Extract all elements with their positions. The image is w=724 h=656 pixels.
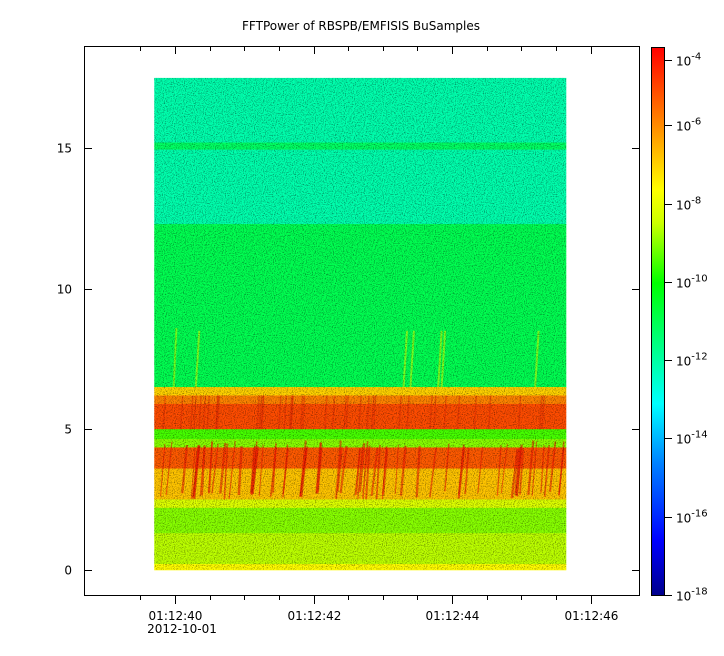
colorbar-tick-label: 10-12 [676, 352, 708, 369]
y-axis: 0 5 10 15 [57, 142, 639, 578]
colorbar-tick-base: 10 [676, 590, 691, 604]
colorbar-tick-base: 10 [676, 120, 691, 134]
colorbar-tick-exponent: -10 [691, 274, 707, 285]
x-tick-label: 01:12:44 [426, 609, 480, 623]
y-tick-label: 10 [57, 283, 72, 297]
colorbar-tick-base: 10 [676, 433, 691, 447]
colorbar-tick-label: 10-18 [676, 587, 708, 604]
colorbar-tick-exponent: -6 [691, 117, 701, 128]
colorbar-tick-label: 10-4 [676, 52, 701, 69]
colorbar-tick-base: 10 [676, 355, 691, 369]
colorbar-tick-base: 10 [676, 277, 691, 291]
colorbar-tick-base: 10 [676, 512, 691, 526]
colorbar-tick-exponent: -16 [691, 509, 707, 520]
y-tick-label: 5 [64, 423, 72, 437]
colorbar-tick-exponent: -8 [691, 196, 701, 207]
colorbar-tick-label: 10-8 [676, 196, 701, 213]
colorbar-tick-exponent: -14 [691, 430, 707, 441]
colorbar [651, 47, 665, 596]
x-tick-label: 01:12:46 [565, 609, 619, 623]
plot-frame [84, 46, 640, 596]
chart-title: FFTPower of RBSPB/EMFISIS BuSamples [242, 19, 480, 33]
noise-texture [154, 77, 567, 570]
colorbar-tick-base: 10 [676, 199, 691, 213]
colorbar-tick-exponent: -12 [691, 352, 707, 363]
colorbar-tick-exponent: -18 [691, 587, 707, 598]
colorbar-tick-label: 10-10 [676, 274, 708, 291]
colorbar-tick-base: 10 [676, 55, 691, 69]
x-axis-date-label: 2012-10-01 [147, 622, 217, 636]
colorbar-tick-label: 10-6 [676, 117, 701, 134]
y-tick-label: 15 [57, 142, 72, 156]
x-tick-label: 01:12:40 [149, 609, 203, 623]
y-tick-label: 0 [64, 564, 72, 578]
x-axis: 01:12:40 01:12:42 01:12:44 01:12:46 [140, 47, 619, 623]
colorbar-tick-label: 10-16 [676, 509, 708, 526]
x-tick-label: 01:12:42 [288, 609, 342, 623]
colorbar-tick-exponent: -4 [691, 52, 701, 63]
colorbar-tick-label: 10-14 [676, 430, 708, 447]
